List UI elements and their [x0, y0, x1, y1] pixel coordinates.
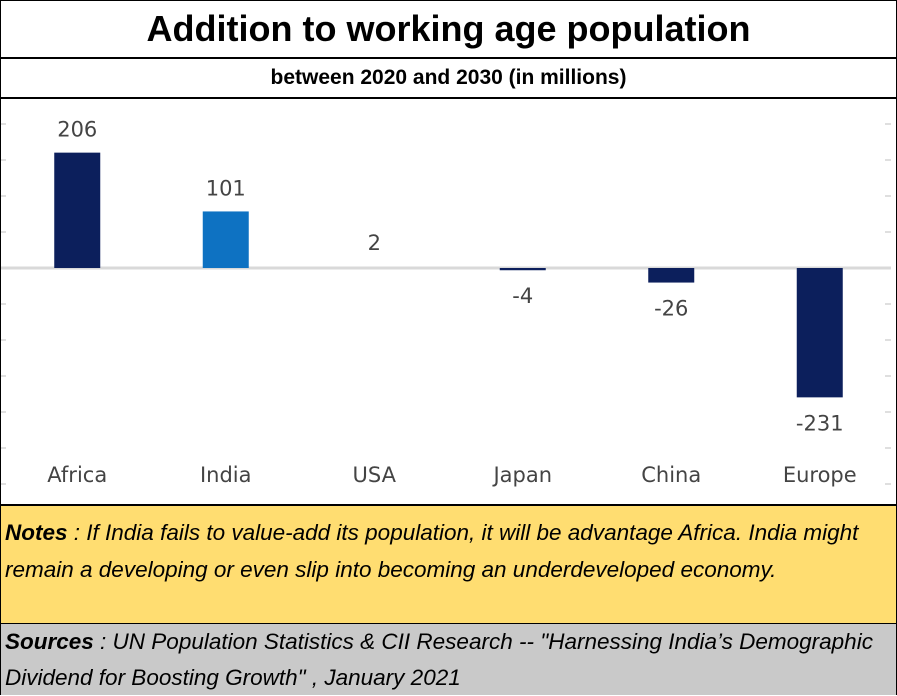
- chart-title: Addition to working age population: [1, 1, 896, 59]
- data-label-africa: 206: [57, 118, 97, 142]
- data-label-india: 101: [206, 176, 246, 200]
- sources-text: : UN Population Statistics & CII Researc…: [5, 629, 873, 690]
- category-label-europe: Europe: [783, 463, 857, 487]
- bar-europe: [796, 268, 843, 398]
- category-label-japan: Japan: [491, 463, 552, 487]
- bar-chart: 206 101 2 -4 -26 -231 Africa India USA Japan Chin…: [1, 118, 891, 487]
- chart-subtitle: between 2020 and 2030 (in millions): [1, 59, 896, 99]
- bar-india: [202, 211, 249, 268]
- category-label-usa: USA: [353, 463, 397, 487]
- sources-label: Sources: [5, 629, 94, 654]
- data-label-japan: -4: [512, 284, 533, 308]
- bar-africa: [54, 152, 101, 268]
- data-label-europe: -231: [796, 411, 844, 435]
- notes-text: : If India fails to value-add its popula…: [5, 520, 859, 582]
- y-axis-ticks: [1, 123, 891, 485]
- notes-box: Notes : If India fails to value-add its …: [1, 504, 896, 628]
- category-label-china: China: [641, 463, 701, 487]
- bar-japan: [499, 268, 546, 271]
- category-label-india: India: [200, 463, 252, 487]
- data-label-usa: 2: [368, 231, 381, 255]
- notes-label: Notes: [5, 520, 68, 545]
- bar-china: [648, 268, 695, 283]
- category-label-africa: Africa: [47, 463, 107, 487]
- bars-group: [54, 152, 843, 398]
- sources-box: Sources : UN Population Statistics & CII…: [1, 623, 896, 695]
- data-label-china: -26: [654, 297, 688, 321]
- category-labels-group: Africa India USA Japan China Europe: [47, 463, 856, 487]
- data-labels-group: 206 101 2 -4 -26 -231: [57, 118, 843, 436]
